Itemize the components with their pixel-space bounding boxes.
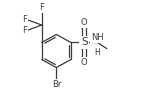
Text: O: O (81, 18, 88, 27)
Text: Br: Br (52, 80, 61, 89)
Text: H: H (95, 48, 100, 57)
Text: O: O (81, 58, 88, 67)
Text: F: F (22, 15, 27, 24)
Text: S: S (81, 38, 88, 47)
Text: F: F (39, 3, 44, 12)
Text: F: F (22, 26, 27, 35)
Text: NH: NH (91, 33, 104, 42)
